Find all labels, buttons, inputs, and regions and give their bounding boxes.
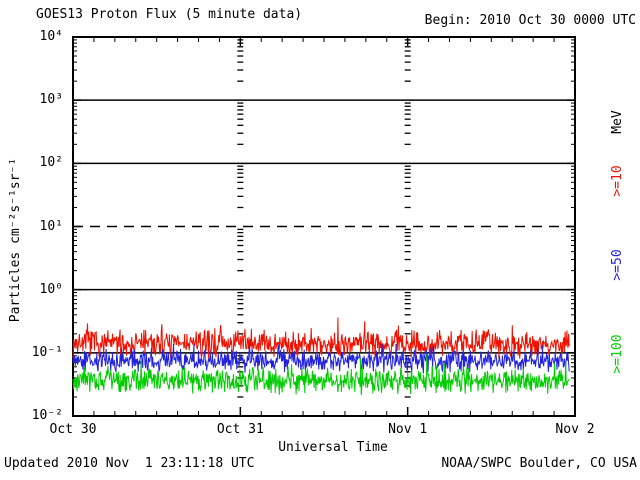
y-tick-label: 10⁻¹ xyxy=(31,344,63,360)
updated-timestamp: Updated 2010 Nov 1 23:11:18 UTC xyxy=(4,456,255,471)
y-axis-title: Particles cm⁻²s⁻¹sr⁻¹ xyxy=(7,157,23,323)
y-tick-label: 10⁴ xyxy=(39,28,63,44)
legend-label-ge100-mev: >=100 xyxy=(609,334,625,374)
x-axis-title: Universal Time xyxy=(278,440,388,455)
y-tick-label: 10⁻² xyxy=(31,407,63,423)
y-tick-label: 10¹ xyxy=(39,218,63,234)
right-axis-units-label: MeV xyxy=(609,110,625,134)
chart-title: GOES13 Proton Flux (5 minute data) xyxy=(36,7,303,22)
legend-label-ge10-mev: >=10 xyxy=(609,165,625,197)
y-tick-label: 10⁰ xyxy=(39,281,63,297)
flux-trace-ge10 xyxy=(72,317,570,360)
y-tick-label: 10³ xyxy=(39,92,63,108)
flux-trace-ge50 xyxy=(72,343,570,374)
x-tick-label: Nov 2 xyxy=(555,422,595,437)
begin-timestamp: Begin: 2010 Oct 30 0000 UTC xyxy=(424,13,636,28)
x-tick-label: Oct 31 xyxy=(216,422,264,437)
x-tick-label: Nov 1 xyxy=(388,422,428,437)
flux-trace-ge100 xyxy=(72,354,570,395)
legend-label-ge50-mev: >=50 xyxy=(609,249,625,281)
credit-label: NOAA/SWPC Boulder, CO USA xyxy=(441,456,637,471)
y-tick-label: 10² xyxy=(39,155,63,171)
x-tick-label: Oct 30 xyxy=(49,422,97,437)
